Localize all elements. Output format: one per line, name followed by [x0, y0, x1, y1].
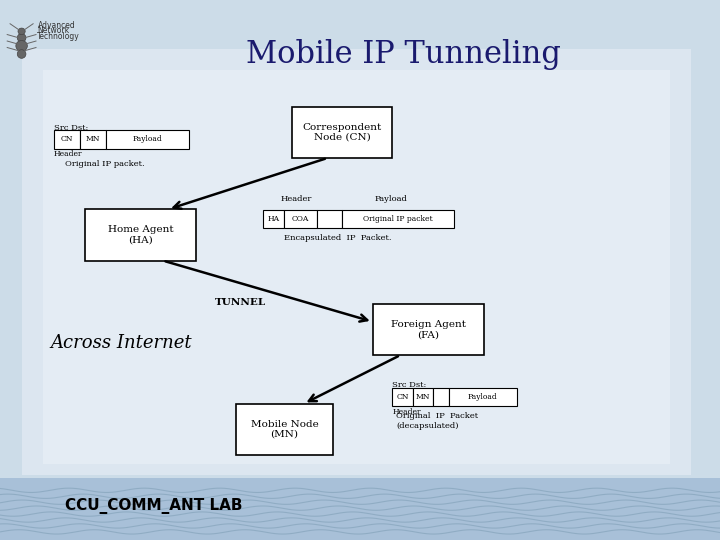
Text: TUNNEL: TUNNEL: [215, 298, 266, 307]
FancyBboxPatch shape: [80, 130, 106, 148]
Text: Home Agent
(HA): Home Agent (HA): [107, 225, 174, 245]
FancyBboxPatch shape: [342, 210, 454, 228]
Text: CN: CN: [396, 393, 409, 401]
Ellipse shape: [18, 28, 25, 35]
FancyBboxPatch shape: [413, 388, 433, 406]
FancyBboxPatch shape: [317, 210, 342, 228]
Text: Original  IP  Packet
(decapsulated): Original IP Packet (decapsulated): [396, 413, 478, 430]
Text: MN: MN: [415, 393, 430, 401]
Text: Mobile IP Tunneling: Mobile IP Tunneling: [246, 38, 561, 70]
FancyBboxPatch shape: [22, 49, 691, 475]
FancyBboxPatch shape: [0, 478, 720, 540]
Text: Correspondent
Node (CN): Correspondent Node (CN): [302, 123, 382, 142]
Text: CCU_COMM_ANT LAB: CCU_COMM_ANT LAB: [65, 498, 243, 514]
Text: Src Dst:: Src Dst:: [392, 381, 427, 389]
Text: Encapsulated  IP  Packet.: Encapsulated IP Packet.: [284, 234, 392, 242]
FancyBboxPatch shape: [433, 388, 449, 406]
Text: Technology: Technology: [37, 32, 80, 42]
Text: CN: CN: [60, 136, 73, 143]
FancyBboxPatch shape: [263, 210, 284, 228]
Text: Network: Network: [37, 26, 70, 36]
Text: Mobile Node
(MN): Mobile Node (MN): [251, 420, 318, 439]
FancyBboxPatch shape: [236, 404, 333, 455]
Ellipse shape: [17, 33, 26, 42]
FancyBboxPatch shape: [373, 303, 484, 355]
Text: HA: HA: [268, 215, 279, 222]
FancyBboxPatch shape: [54, 130, 80, 148]
Text: Across Internet: Across Internet: [50, 334, 192, 352]
FancyBboxPatch shape: [292, 106, 392, 158]
Text: Advanced: Advanced: [37, 21, 75, 30]
Text: Header: Header: [392, 408, 421, 416]
Text: MN: MN: [86, 136, 100, 143]
Text: Header: Header: [281, 195, 312, 203]
FancyBboxPatch shape: [284, 210, 317, 228]
Text: Payload: Payload: [468, 393, 498, 401]
FancyBboxPatch shape: [449, 388, 517, 406]
FancyBboxPatch shape: [106, 130, 189, 148]
Text: Src Dst:: Src Dst:: [54, 124, 89, 132]
FancyBboxPatch shape: [392, 388, 413, 406]
FancyBboxPatch shape: [85, 210, 196, 261]
Text: Foreign Agent
(FA): Foreign Agent (FA): [391, 320, 466, 339]
Ellipse shape: [16, 40, 27, 51]
Text: COA: COA: [292, 215, 310, 222]
Text: Payload: Payload: [132, 136, 162, 143]
Ellipse shape: [17, 50, 26, 58]
Text: Payload: Payload: [374, 195, 408, 203]
FancyBboxPatch shape: [43, 70, 670, 464]
Text: Header: Header: [54, 150, 83, 158]
Text: Original IP packet: Original IP packet: [363, 215, 433, 222]
Text: Original IP packet.: Original IP packet.: [65, 160, 145, 168]
